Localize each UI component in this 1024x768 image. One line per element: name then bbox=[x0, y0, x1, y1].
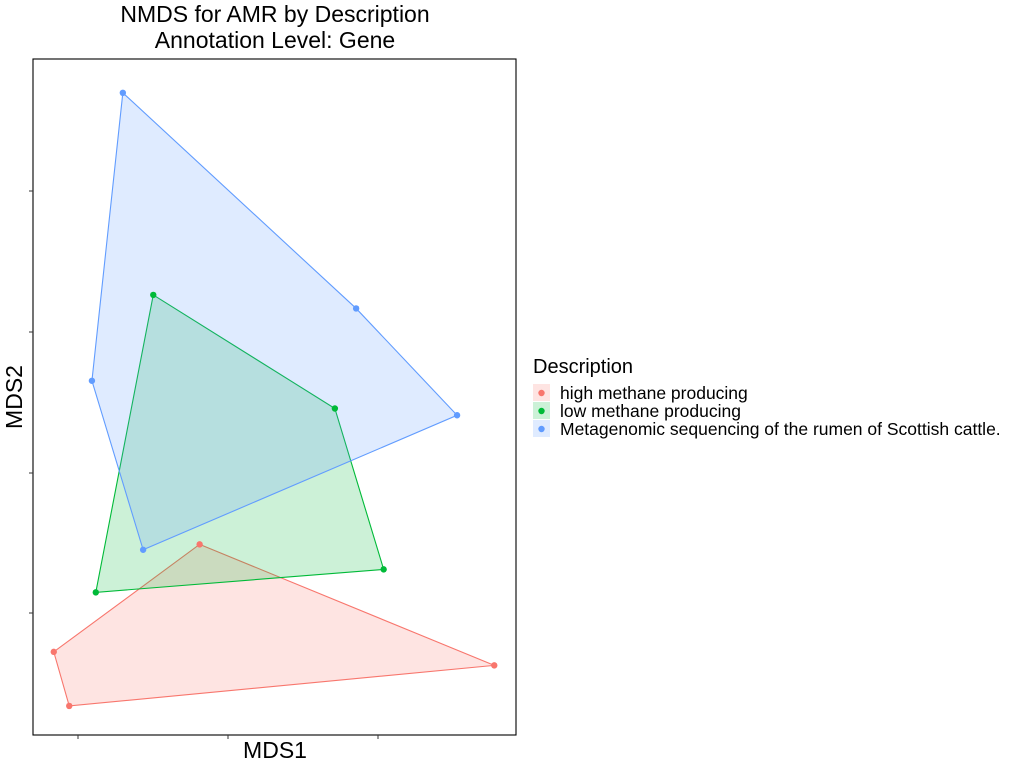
convex-hulls bbox=[53, 91, 495, 707]
y-axis-label: MDS2 bbox=[1, 365, 27, 429]
chart-subtitle: Annotation Level: Gene bbox=[155, 27, 395, 53]
legend-label-high-methane-producing: high methane producing bbox=[560, 383, 748, 403]
point-metagenomic-sequencing-of-the-rumen-of-scottish-cattle bbox=[139, 546, 147, 553]
point-high-methane-producing bbox=[66, 702, 73, 710]
legend-dot-high-methane-producing bbox=[538, 389, 545, 397]
x-axis-ticks bbox=[77, 735, 379, 739]
legend-dot-metagenomic-sequencing-of-the-rumen-of-scottish-cattle bbox=[538, 425, 545, 433]
legend-label-low-methane-producing: low methane producing bbox=[560, 401, 741, 421]
point-low-methane-producing bbox=[380, 566, 387, 573]
point-high-methane-producing bbox=[196, 541, 203, 548]
x-axis-label: MDS1 bbox=[243, 737, 307, 763]
hull-metagenomic-sequencing-of-the-rumen-of-scottish-cattle bbox=[91, 91, 459, 551]
point-metagenomic-sequencing-of-the-rumen-of-scottish-cattle bbox=[352, 305, 360, 312]
point-low-methane-producing bbox=[331, 405, 339, 412]
chart-title: NMDS for AMR by Description bbox=[120, 1, 429, 27]
point-low-methane-producing bbox=[92, 589, 99, 596]
legend-dot-low-methane-producing bbox=[538, 407, 545, 415]
point-metagenomic-sequencing-of-the-rumen-of-scottish-cattle bbox=[88, 377, 96, 384]
point-high-methane-producing bbox=[50, 648, 57, 656]
y-axis-ticks bbox=[29, 190, 33, 614]
legend-label-metagenomic-sequencing-of-the-rumen-of-scottish-cattle: Metagenomic sequencing of the rumen of S… bbox=[560, 419, 1001, 439]
point-high-methane-producing bbox=[491, 662, 498, 669]
legend-title: Description bbox=[533, 356, 633, 378]
plot-panel-border bbox=[32, 58, 517, 736]
data-points bbox=[50, 89, 498, 710]
point-metagenomic-sequencing-of-the-rumen-of-scottish-cattle bbox=[119, 89, 127, 97]
point-metagenomic-sequencing-of-the-rumen-of-scottish-cattle bbox=[453, 412, 461, 419]
point-low-methane-producing bbox=[150, 291, 157, 299]
